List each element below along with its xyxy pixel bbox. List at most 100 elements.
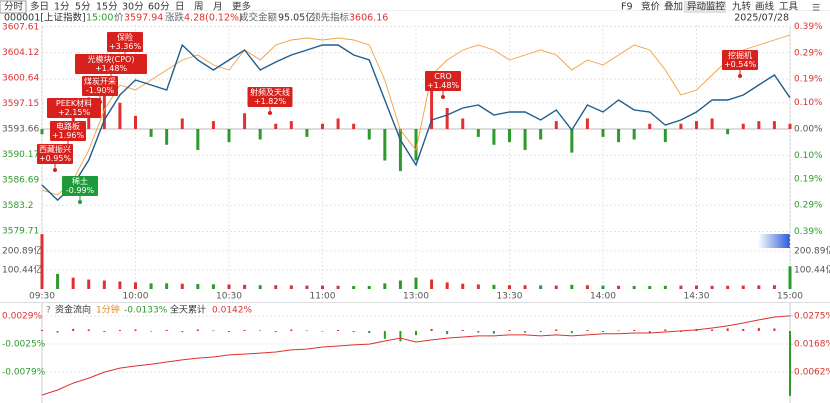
y-tick-label: 200.89亿 (2, 245, 43, 257)
volume-bar (757, 285, 761, 289)
annotation-dot (53, 168, 57, 172)
flow-bar (134, 329, 137, 332)
flow-bar (633, 329, 636, 332)
volume-bar (87, 279, 91, 289)
volume-bar (258, 285, 262, 289)
time-label: 13:30 (497, 292, 523, 302)
y2-tick-label: 0.10% (794, 98, 823, 108)
tab[interactable]: 30分 (122, 2, 144, 13)
volume-bar (741, 285, 745, 289)
flow-bar (383, 331, 386, 339)
change-bar (289, 121, 293, 129)
annotation-box (47, 98, 101, 118)
y-tick-label: 3590.17 (2, 150, 39, 160)
volume-bar (492, 284, 496, 289)
tab[interactable]: 1分 (54, 2, 70, 13)
tab[interactable]: 多日 (30, 1, 49, 13)
volume-bar (196, 284, 200, 289)
flow-bar (259, 330, 262, 332)
info-change: 4.28(0.12%) (184, 13, 243, 24)
flow-bar (664, 329, 667, 332)
change-bar (196, 129, 200, 151)
y-tick-label: 100.44亿 (2, 264, 43, 276)
y-tick-label: 3583.2 (2, 201, 34, 211)
tab[interactable]: 周 (194, 2, 204, 13)
tool[interactable]: 工具 (779, 2, 799, 13)
volume-bar (71, 277, 75, 289)
annotation-box (37, 144, 73, 164)
flow-minute-value: -0.0133% (124, 306, 168, 316)
y-tick-label: 3600.64 (2, 73, 39, 83)
flow-bar (446, 331, 449, 335)
change-bar (772, 121, 776, 129)
tab[interactable]: 日 (175, 2, 185, 13)
flow-bar (41, 329, 43, 332)
volume-bar (726, 285, 730, 289)
help-icon[interactable]: ? (46, 306, 51, 316)
flow-bar (305, 330, 308, 332)
annotation-label: 保险 (117, 32, 133, 42)
y2-tick-label: 0.10% (794, 151, 823, 161)
volume-bar (476, 284, 480, 289)
annotation-change: +0.95% (39, 154, 72, 163)
y-tick-label: 3604.12 (2, 48, 39, 58)
change-bar (554, 121, 558, 129)
annotation-label: 光模块(CPO) (88, 54, 135, 64)
y2-tick-label: 0.00% (794, 125, 823, 135)
annotation-change: +0.54% (724, 60, 757, 69)
flow-bar (773, 328, 776, 332)
time-label: 11:00 (310, 292, 336, 302)
tool[interactable]: 竞价 (641, 1, 661, 13)
annotation-change: +2.15% (58, 108, 91, 117)
annotation-dot (441, 95, 445, 99)
change-bar (352, 123, 356, 129)
flow-bar (617, 330, 620, 332)
change-bar (523, 129, 527, 151)
time-label: 09:30 (29, 292, 55, 302)
tool[interactable]: 叠加 (664, 2, 683, 13)
tool[interactable]: 九转 (732, 1, 752, 13)
tool[interactable]: F9 (621, 2, 633, 13)
tool[interactable]: 画线 (755, 1, 775, 13)
flow-bar (150, 331, 153, 332)
tab[interactable]: 5分 (75, 2, 91, 13)
tab-selected-frame (0, 0, 27, 14)
volume-bar (336, 285, 340, 289)
flow-bar (539, 331, 542, 333)
tool[interactable]: 异动监控 (687, 1, 726, 13)
annotation-change: +1.82% (254, 97, 287, 106)
y2-tick-label: 200.89亿 (794, 245, 830, 257)
flow-bar (586, 329, 589, 332)
volume-bar (40, 234, 44, 289)
volume-bar (414, 277, 418, 289)
volume-bar (430, 279, 434, 289)
volume-bar (118, 281, 122, 289)
tab[interactable]: 分时 (4, 1, 24, 13)
change-bar (336, 118, 340, 129)
change-bar (71, 107, 75, 129)
tab[interactable]: 更多 (232, 1, 251, 13)
flow-bar (228, 331, 230, 333)
flow-bar (570, 331, 573, 334)
tab[interactable]: 月 (213, 2, 223, 13)
volume-bar (788, 266, 792, 289)
tab[interactable]: 15分 (96, 2, 118, 13)
change-bar (118, 102, 122, 129)
annotation-label: 稀土 (72, 176, 88, 186)
change-bar (617, 129, 621, 143)
change-bar (492, 129, 496, 145)
tab[interactable]: 60分 (148, 2, 170, 13)
volume-bar (461, 283, 465, 289)
flow-bar (56, 331, 59, 333)
y2-tick-label: 0.0062% (794, 368, 830, 378)
info-code: 000001[上证指数] (4, 12, 86, 24)
change-bar (243, 113, 247, 129)
flow-bar (461, 329, 464, 332)
annotation-change: +1.48% (427, 81, 460, 90)
price-line (41, 43, 791, 202)
y2-tick-label: 0.19% (794, 75, 823, 85)
volume-bar (663, 285, 667, 289)
flow-bar (196, 329, 199, 332)
info-lead-label: 领先指标 (311, 12, 350, 24)
flow-bar (415, 331, 417, 336)
